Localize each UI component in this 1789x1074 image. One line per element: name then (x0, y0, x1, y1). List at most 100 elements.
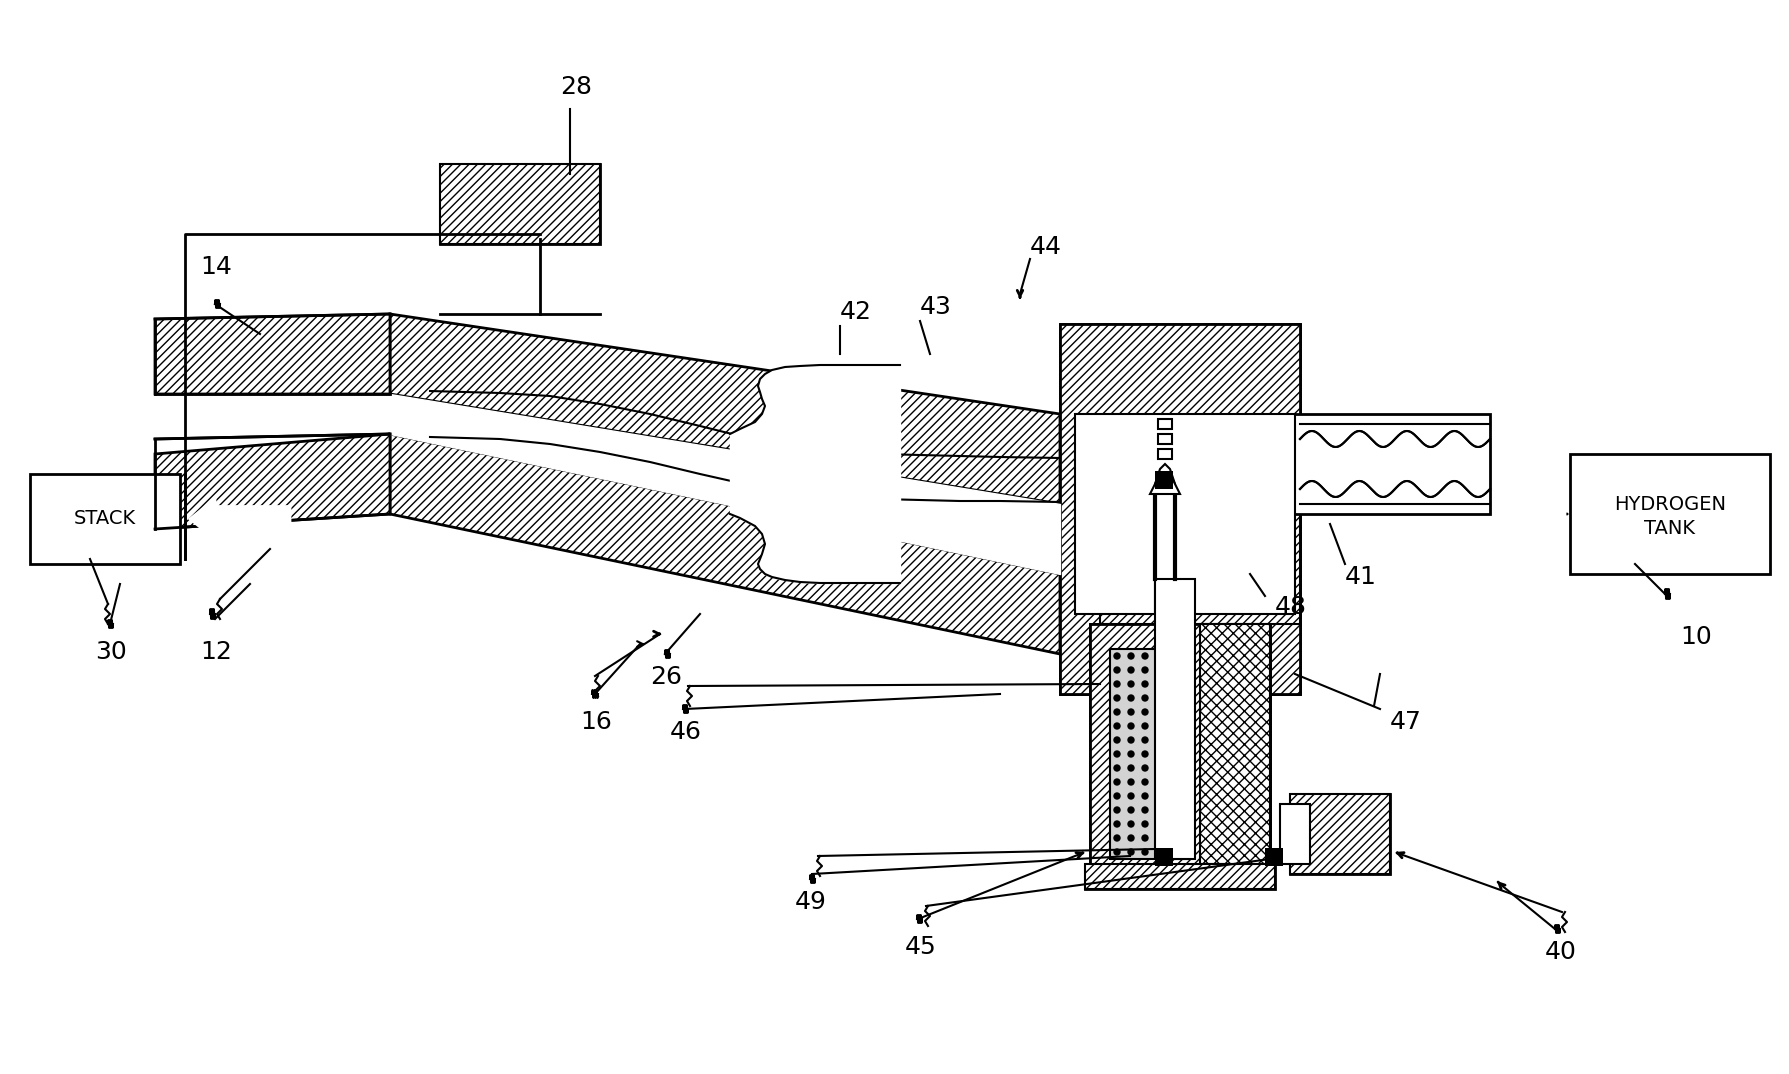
Circle shape (1141, 779, 1149, 785)
Bar (1290, 413, 1490, 514)
Circle shape (1156, 765, 1163, 771)
Circle shape (1129, 793, 1134, 799)
Bar (1156, 848, 1174, 866)
FancyArrow shape (190, 499, 290, 539)
Circle shape (1115, 695, 1120, 701)
Bar (1156, 471, 1174, 489)
Circle shape (1156, 681, 1163, 687)
Circle shape (1170, 765, 1175, 771)
Circle shape (1129, 681, 1134, 687)
Polygon shape (1200, 624, 1270, 863)
Circle shape (1141, 834, 1149, 841)
Polygon shape (1290, 794, 1390, 874)
Polygon shape (1156, 464, 1175, 614)
Circle shape (1156, 821, 1163, 827)
Circle shape (1170, 695, 1175, 701)
Bar (1290, 794, 1390, 874)
Circle shape (1141, 751, 1149, 757)
Circle shape (1141, 681, 1149, 687)
Circle shape (1115, 779, 1120, 785)
Circle shape (1141, 695, 1149, 701)
Circle shape (1115, 681, 1120, 687)
Circle shape (1129, 709, 1134, 715)
Circle shape (1141, 821, 1149, 827)
Circle shape (1170, 793, 1175, 799)
Text: 48: 48 (1276, 595, 1308, 619)
Circle shape (1170, 779, 1175, 785)
FancyArrow shape (1496, 494, 1565, 534)
Circle shape (1141, 807, 1149, 813)
Circle shape (1170, 807, 1175, 813)
Polygon shape (1150, 474, 1181, 494)
Circle shape (1115, 765, 1120, 771)
Bar (1061, 324, 1301, 694)
Circle shape (1129, 765, 1134, 771)
Text: 10: 10 (1680, 625, 1712, 649)
Circle shape (1156, 779, 1163, 785)
Polygon shape (390, 314, 1061, 504)
Circle shape (1115, 821, 1120, 827)
Circle shape (1115, 751, 1120, 757)
Circle shape (1115, 737, 1120, 743)
Polygon shape (1084, 863, 1276, 889)
Circle shape (1156, 653, 1163, 659)
Circle shape (1129, 723, 1134, 729)
Polygon shape (1061, 324, 1301, 694)
Bar (440, 164, 599, 244)
Circle shape (1156, 807, 1163, 813)
Circle shape (1141, 709, 1149, 715)
Circle shape (1141, 765, 1149, 771)
Text: 42: 42 (841, 300, 871, 324)
Text: 44: 44 (1030, 235, 1063, 259)
Circle shape (1170, 834, 1175, 841)
Circle shape (1141, 723, 1149, 729)
Circle shape (1170, 709, 1175, 715)
Polygon shape (156, 314, 390, 394)
Bar (1157, 449, 1172, 459)
Bar (1265, 848, 1283, 866)
Circle shape (1170, 681, 1175, 687)
Bar (1109, 649, 1190, 859)
Circle shape (1170, 737, 1175, 743)
Text: 47: 47 (1390, 710, 1422, 734)
Text: 12: 12 (200, 640, 233, 664)
Circle shape (1115, 709, 1120, 715)
FancyBboxPatch shape (1571, 454, 1769, 574)
Circle shape (1170, 723, 1175, 729)
Text: 30: 30 (95, 640, 127, 664)
Polygon shape (390, 434, 1061, 654)
Circle shape (1129, 667, 1134, 673)
Text: HYDROGEN: HYDROGEN (1614, 494, 1726, 513)
Circle shape (1115, 850, 1120, 855)
Circle shape (1115, 723, 1120, 729)
Circle shape (1141, 793, 1149, 799)
Text: STACK: STACK (73, 509, 136, 528)
Circle shape (1115, 834, 1120, 841)
Circle shape (1115, 667, 1120, 673)
Circle shape (1129, 695, 1134, 701)
Circle shape (1156, 850, 1163, 855)
Circle shape (1170, 821, 1175, 827)
Text: 41: 41 (1345, 565, 1378, 589)
Text: 26: 26 (649, 665, 682, 690)
Text: TANK: TANK (1644, 520, 1696, 538)
Circle shape (1129, 821, 1134, 827)
Circle shape (1156, 667, 1163, 673)
Bar (1157, 419, 1172, 429)
Circle shape (1156, 723, 1163, 729)
Text: 49: 49 (794, 890, 827, 914)
Circle shape (1129, 737, 1134, 743)
Circle shape (1141, 850, 1149, 855)
Text: 46: 46 (671, 720, 701, 744)
Circle shape (1129, 807, 1134, 813)
Circle shape (1170, 751, 1175, 757)
Circle shape (1129, 834, 1134, 841)
Circle shape (1115, 793, 1120, 799)
Circle shape (1129, 779, 1134, 785)
Bar (1084, 863, 1276, 889)
Circle shape (1115, 807, 1120, 813)
Polygon shape (1090, 624, 1270, 874)
Text: 14: 14 (200, 255, 233, 279)
Circle shape (1170, 667, 1175, 673)
Circle shape (1170, 653, 1175, 659)
